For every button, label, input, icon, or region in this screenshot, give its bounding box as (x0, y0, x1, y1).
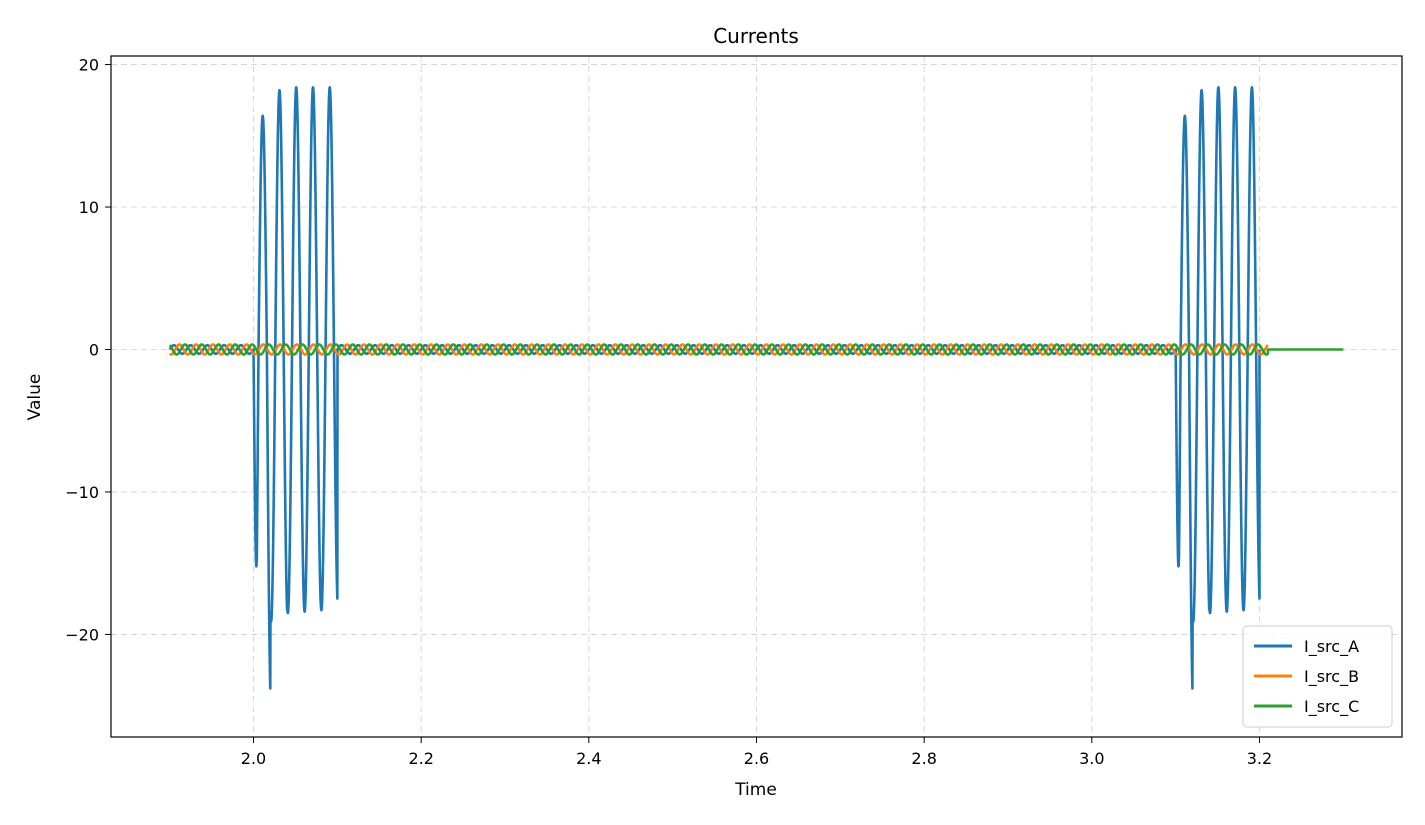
x-axis-label: Time (734, 780, 777, 800)
y-tick-label: 20 (79, 56, 99, 75)
legend-label-a: I_src_A (1304, 637, 1359, 657)
x-axis-ticks: 2.0 2.2 2.4 2.6 2.8 3.0 3.2 (241, 737, 1272, 768)
series-line-i-src-c (168, 343, 1345, 356)
y-tick-label: −10 (65, 483, 99, 502)
x-tick-label: 2.6 (744, 749, 769, 768)
y-tick-label: 0 (89, 340, 99, 359)
x-tick-label: 2.0 (241, 749, 266, 768)
x-tick-label: 2.8 (911, 749, 936, 768)
y-axis-label: Value (25, 374, 45, 421)
y-axis-ticks: 20 10 0 −10 −20 (65, 56, 111, 644)
series-lines (168, 86, 1345, 690)
legend-label-c: I_src_C (1304, 697, 1359, 717)
x-tick-label: 3.2 (1247, 749, 1272, 768)
x-tick-label: 3.0 (1079, 749, 1104, 768)
legend-box (1242, 625, 1393, 728)
x-tick-label: 2.4 (576, 749, 601, 768)
series-line-i-src-a (168, 86, 1261, 690)
legend: I_src_A I_src_B I_src_C (1242, 625, 1393, 728)
y-tick-label: −20 (65, 625, 99, 644)
x-tick-label: 2.2 (408, 749, 433, 768)
legend-label-b: I_src_B (1304, 667, 1359, 687)
chart-title: Currents (713, 24, 799, 48)
y-tick-label: 10 (79, 198, 99, 217)
